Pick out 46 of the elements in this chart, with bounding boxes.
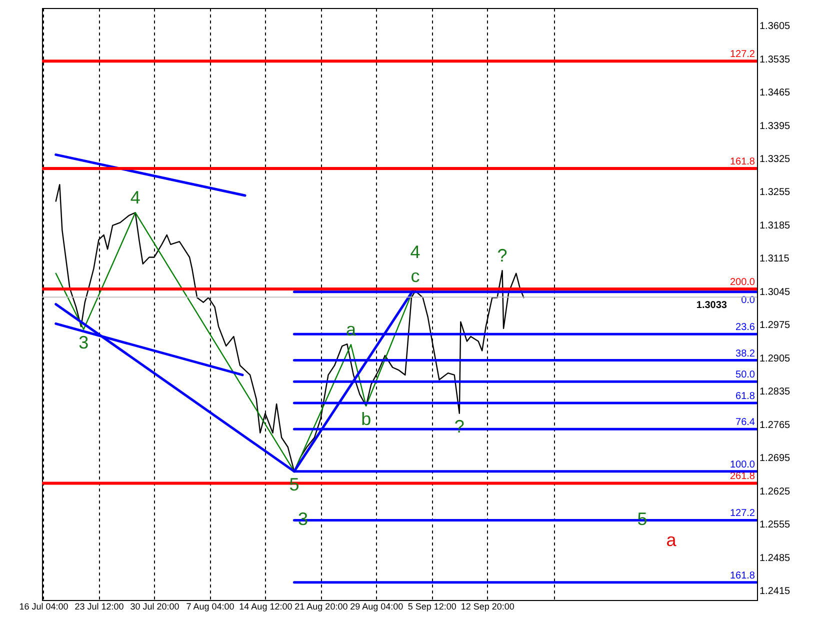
x-tick-label: 16 Jul 04:00 [19,602,68,612]
x-tick-label: 7 Aug 04:00 [186,602,234,612]
y-tick-label: 1.3255 [760,187,791,198]
ref-line-label: 1.3033 [696,300,728,312]
x-tick-label: 30 Jul 20:00 [130,602,180,612]
annotation: 4 [130,188,140,208]
x-tick-label: 29 Aug 04:00 [350,602,404,612]
series-label: 100.0 [730,459,756,470]
series-label: 127.2 [730,508,756,520]
y-tick-label: 1.3115 [760,254,790,265]
y-tick-label: 1.3045 [760,286,791,298]
y-tick-label: 1.3395 [760,120,791,132]
y-tick-label: 1.3535 [760,54,791,66]
x-tick-label: 5 Sep 12:00 [408,602,456,612]
annotation: 3 [78,332,89,352]
y-tick-label: 1.3605 [760,21,791,32]
y-tick-label: 1.3325 [760,154,791,165]
y-tick-label: 1.2765 [760,420,791,431]
y-tick-label: 1.2415 [760,586,791,598]
series-label: 23.6 [736,322,756,334]
series-label: 161.8 [730,570,756,582]
y-tick-label: 1.2625 [760,486,791,498]
y-tick-label: 1.2905 [760,353,791,364]
x-tick-label: 23 Jul 12:00 [74,602,124,612]
y-tick-label: 1.2975 [760,320,791,332]
x-tick-label: 12 Sep 20:00 [460,602,514,612]
series-label: 38.2 [736,348,756,360]
annotation: c [410,266,420,286]
series-label: 127.2 [730,49,756,60]
annotation: b [361,408,372,429]
series-label: 50.0 [736,370,756,381]
series-label: 61.8 [736,390,756,402]
series-label: 161.8 [730,156,756,168]
x-tick-label: 21 Aug 20:00 [294,602,348,612]
series-label: 200.0 [730,277,756,288]
series-label: 76.4 [736,417,756,428]
annotation: a [666,530,678,550]
annotation: 4 [410,242,420,262]
y-tick-label: 1.2555 [760,520,791,531]
y-tick-label: 1.2695 [760,453,791,464]
annotation: ? [497,246,508,266]
y-tick-label: 1.2835 [760,386,791,398]
y-tick-label: 1.3465 [760,88,791,99]
x-tick-label: 14 Aug 12:00 [239,602,292,612]
y-tick-label: 1.2485 [760,552,791,564]
y-tick-label: 1.3185 [760,220,791,232]
